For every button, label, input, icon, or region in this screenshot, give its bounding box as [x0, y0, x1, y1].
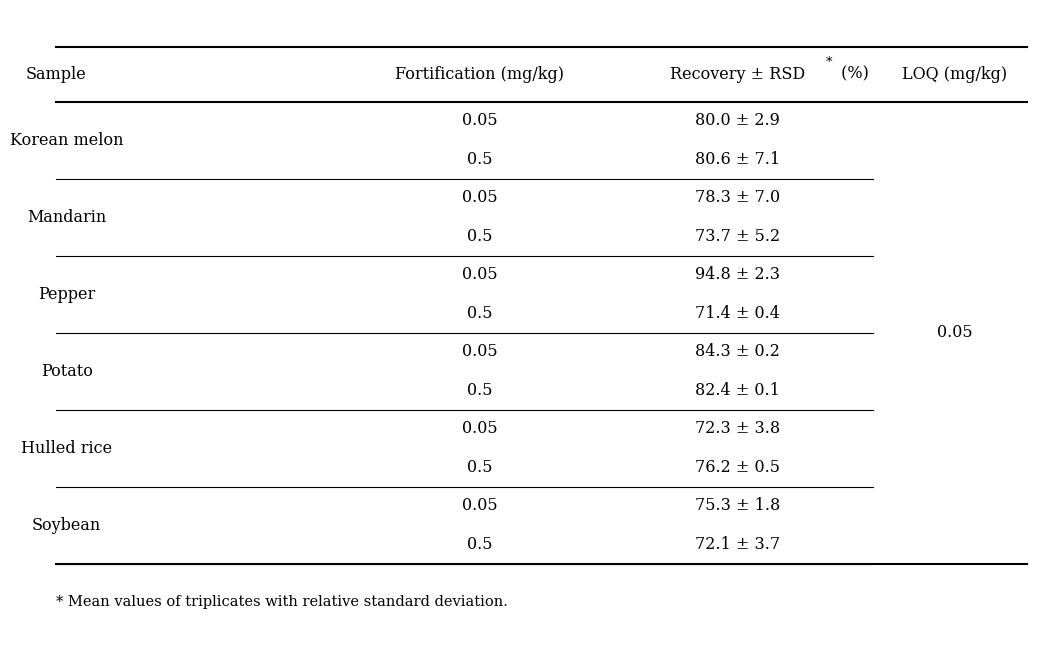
Text: 72.3 ± 3.8: 72.3 ± 3.8	[695, 421, 780, 437]
Text: 0.5: 0.5	[467, 459, 492, 476]
Text: Korean melon: Korean melon	[10, 132, 123, 149]
Text: 0.05: 0.05	[462, 343, 498, 360]
Text: 76.2 ± 0.5: 76.2 ± 0.5	[695, 459, 780, 476]
Text: 0.05: 0.05	[462, 266, 498, 284]
Text: Potato: Potato	[40, 363, 92, 380]
Text: 0.05: 0.05	[462, 112, 498, 129]
Text: 80.0 ± 2.9: 80.0 ± 2.9	[695, 112, 780, 129]
Text: 80.6 ± 7.1: 80.6 ± 7.1	[695, 151, 780, 168]
Text: 0.05: 0.05	[462, 190, 498, 206]
Text: (%): (%)	[836, 66, 868, 82]
Text: *: *	[825, 56, 831, 69]
Text: 0.05: 0.05	[462, 497, 498, 515]
Text: 0.5: 0.5	[467, 228, 492, 245]
Text: 0.5: 0.5	[467, 305, 492, 322]
Text: 0.05: 0.05	[936, 324, 972, 341]
Text: 0.5: 0.5	[467, 151, 492, 168]
Text: 0.5: 0.5	[467, 382, 492, 399]
Text: 84.3 ± 0.2: 84.3 ± 0.2	[695, 343, 780, 360]
Text: 75.3 ± 1.8: 75.3 ± 1.8	[695, 497, 780, 515]
Text: 73.7 ± 5.2: 73.7 ± 5.2	[695, 228, 780, 245]
Text: Recovery ± RSD: Recovery ± RSD	[670, 66, 805, 82]
Text: 0.5: 0.5	[467, 536, 492, 553]
Text: * Mean values of triplicates with relative standard deviation.: * Mean values of triplicates with relati…	[56, 595, 508, 609]
Text: 72.1 ± 3.7: 72.1 ± 3.7	[695, 536, 780, 553]
Text: 78.3 ± 7.0: 78.3 ± 7.0	[695, 190, 780, 206]
Text: 71.4 ± 0.4: 71.4 ± 0.4	[695, 305, 780, 322]
Text: Hulled rice: Hulled rice	[21, 439, 112, 457]
Text: 0.05: 0.05	[462, 421, 498, 437]
Text: 94.8 ± 2.3: 94.8 ± 2.3	[695, 266, 780, 284]
Text: Pepper: Pepper	[38, 286, 95, 302]
Text: Fortification (mg/kg): Fortification (mg/kg)	[395, 66, 564, 82]
Text: 82.4 ± 0.1: 82.4 ± 0.1	[695, 382, 780, 399]
Text: Sample: Sample	[25, 66, 87, 82]
Text: Mandarin: Mandarin	[26, 208, 106, 226]
Text: LOQ (mg/kg): LOQ (mg/kg)	[902, 66, 1007, 82]
Text: Soybean: Soybean	[32, 517, 102, 533]
